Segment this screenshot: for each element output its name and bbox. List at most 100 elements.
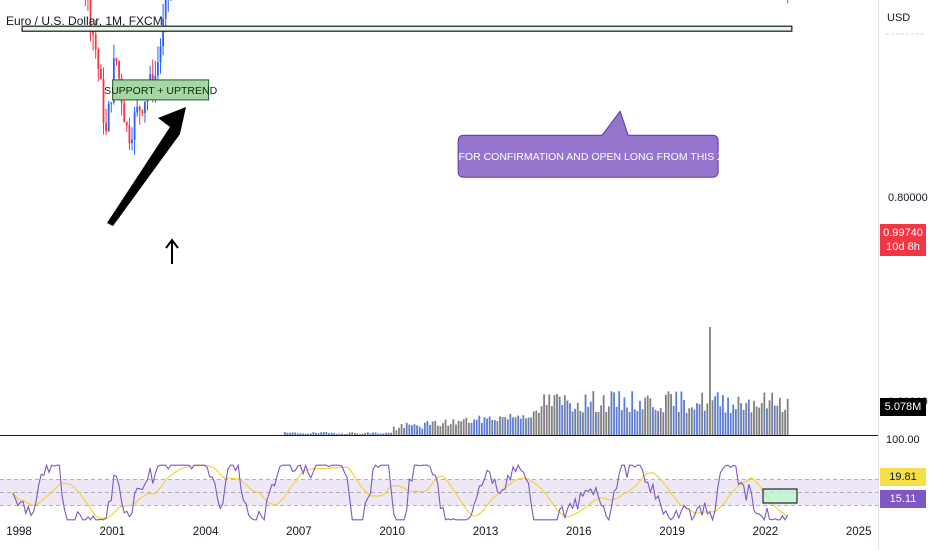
volume-bar <box>512 417 514 435</box>
volume-bar <box>307 433 310 435</box>
volume-bar <box>436 425 439 435</box>
volume-bar <box>460 421 463 435</box>
confirmation-callout-box <box>457 110 719 178</box>
volume-bar <box>439 426 442 435</box>
volume-bar <box>672 405 675 435</box>
volume-bar <box>732 404 735 435</box>
volume-bar <box>602 395 605 435</box>
volume-bar <box>333 433 336 435</box>
volume-bar <box>486 418 488 435</box>
price-candle <box>125 120 128 133</box>
volume-bar <box>595 411 597 435</box>
volume-bar <box>747 399 750 435</box>
uptrend-arrow-icon <box>107 107 186 226</box>
price-candle <box>92 30 95 51</box>
volume-bar <box>434 420 437 435</box>
volume-bar <box>426 420 429 435</box>
price-candle <box>115 57 118 66</box>
volume-bar <box>294 432 297 435</box>
price-tick-label: 0.80000 <box>888 192 928 204</box>
time-tick-label: 2007 <box>286 526 312 538</box>
price-candle <box>133 106 136 155</box>
volume-bar <box>408 424 411 435</box>
volume-bar <box>657 411 660 435</box>
volume-bar <box>639 401 641 435</box>
volume-bar <box>693 409 696 435</box>
volume-bar <box>366 432 369 435</box>
volume-bar <box>400 423 403 435</box>
volume-bar <box>592 391 595 435</box>
volume-bar <box>398 427 400 435</box>
volume-bar <box>703 410 706 435</box>
support-pointer-icon <box>165 238 179 249</box>
volume-bar <box>289 432 291 435</box>
volume-bar <box>571 411 574 435</box>
volume-bar <box>462 419 465 435</box>
volume-bar <box>623 397 626 435</box>
volume-bar <box>589 401 592 435</box>
price-candle <box>159 38 162 74</box>
time-tick-label: 2016 <box>566 526 592 538</box>
volume-bar <box>600 405 602 435</box>
volume-bar <box>369 433 372 435</box>
volume-bar <box>729 412 732 435</box>
price-candle <box>97 47 100 82</box>
volume-bar <box>675 391 678 435</box>
volume-bar <box>610 391 613 435</box>
volume-bar <box>315 432 317 435</box>
volume-bar <box>755 406 758 435</box>
price-candle <box>787 0 789 4</box>
last-price-value: 0.99740 <box>883 227 923 239</box>
volume-bar <box>716 392 719 435</box>
volume-bar <box>652 407 654 435</box>
volume-bar <box>753 400 755 435</box>
volume-bar <box>766 408 768 435</box>
volume-bar <box>509 413 512 435</box>
volume-bar <box>493 420 496 435</box>
volume-bar <box>662 412 665 435</box>
rsi-ma-value-badge: 19.81 <box>880 468 926 486</box>
price-candle <box>144 101 146 123</box>
volume-bar <box>763 392 766 435</box>
volume-bar <box>473 419 475 435</box>
volume-bar <box>499 416 501 435</box>
volume-bar <box>338 433 341 435</box>
volume-bar <box>727 397 729 435</box>
volume-value-badge: 5.078M <box>880 398 926 416</box>
price-candle <box>167 0 169 12</box>
volume-bar <box>641 409 644 435</box>
volume-bar <box>488 416 491 435</box>
volume-bar <box>530 417 533 435</box>
volume-bar <box>569 403 571 435</box>
volume-bar <box>742 409 745 435</box>
volume-bar <box>532 411 535 435</box>
volume-bar <box>385 432 387 435</box>
volume-bar <box>527 417 530 435</box>
volume-bar <box>377 433 380 435</box>
last-price-badge: 0.99740 10d 8h <box>880 224 926 256</box>
volume-bar <box>714 396 717 435</box>
rsi-ma-line <box>12 464 789 519</box>
volume-bar <box>356 433 359 435</box>
rsi-panel <box>0 463 878 522</box>
volume-bar <box>372 432 374 435</box>
time-tick-label: 1998 <box>6 526 32 538</box>
volume-bar <box>382 433 385 435</box>
price-candle <box>164 0 167 33</box>
volume-bar <box>558 396 561 435</box>
volume-bar <box>501 416 504 435</box>
volume-bar <box>475 419 478 435</box>
candle-countdown: 10d 8h <box>886 241 920 253</box>
volume-bar <box>579 410 582 435</box>
support-zone[interactable] <box>21 25 793 32</box>
volume-bar <box>348 432 351 435</box>
price-candle <box>84 0 86 7</box>
volume-bar <box>543 394 545 435</box>
volume-bar <box>387 432 390 435</box>
volume-bar <box>633 409 636 435</box>
volume-bar <box>584 394 587 435</box>
volume-bar <box>374 432 377 435</box>
time-tick-label: 2004 <box>193 526 219 538</box>
volume-bar <box>309 433 312 435</box>
